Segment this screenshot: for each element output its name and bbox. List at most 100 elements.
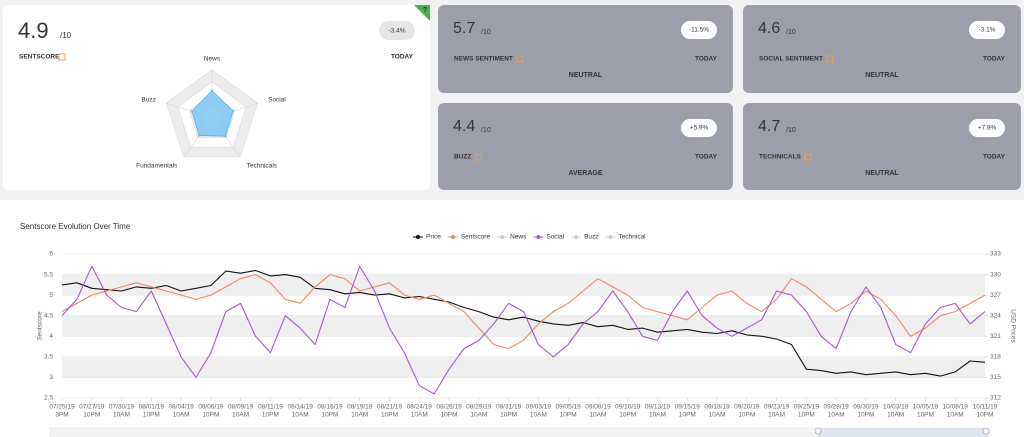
change-badge xyxy=(681,119,717,137)
card-rating: AVERAGE xyxy=(568,170,602,177)
category-card xyxy=(743,103,1021,190)
info-icon xyxy=(516,55,524,63)
y-axis-title: Sentscore xyxy=(37,311,44,341)
summary-score: 4.9 xyxy=(18,18,49,43)
x-tick-label: 08/11/19 xyxy=(258,404,283,411)
y-tick-label: 4.5 xyxy=(44,312,53,319)
card-rating: NEUTRAL xyxy=(865,170,899,177)
x-time-label: 10PM xyxy=(500,412,517,419)
x-time-label: 10AM xyxy=(113,412,130,419)
summary-label: SENTSCORE xyxy=(19,54,60,61)
help-corner xyxy=(414,5,430,21)
x-time-label: 10PM xyxy=(917,412,934,419)
legend-label[interactable]: Price xyxy=(426,234,441,241)
category-card xyxy=(438,5,733,93)
x-tick-label: 09/10/19 xyxy=(615,404,641,411)
x-time-label: 10AM xyxy=(589,412,606,419)
x-time-label: 10AM xyxy=(232,412,249,419)
y2-axis-title: USD Prices xyxy=(1009,309,1016,343)
info-icon xyxy=(58,53,66,61)
legend-label[interactable]: Technical xyxy=(619,234,647,241)
radar-point xyxy=(231,110,234,113)
info-icon xyxy=(826,55,834,63)
x-tick-label: 10/11/19 xyxy=(973,404,998,411)
card-label: TECHNICALS xyxy=(759,154,802,161)
radar-label: News xyxy=(204,56,221,63)
x-time-label: 10PM xyxy=(143,412,160,419)
radar-point xyxy=(224,135,227,138)
card-change: +5.9% xyxy=(690,125,709,132)
card-change: +7.9% xyxy=(978,125,997,132)
x-time-label: 10AM xyxy=(351,412,368,419)
x-tick-label: 09/08/19 xyxy=(585,404,611,411)
x-time-label: 10PM xyxy=(441,412,458,419)
legend-dot xyxy=(500,235,505,239)
y2-tick-label: 333 xyxy=(990,251,1001,258)
x-tick-label: 08/29/19 xyxy=(466,404,492,411)
x-tick-label: 08/16/19 xyxy=(317,404,343,411)
x-tick-label: 07/30/19 xyxy=(109,404,135,411)
x-tick-label: 10/03/19 xyxy=(883,404,909,411)
x-time-label: 10PM xyxy=(619,412,636,419)
grid-band xyxy=(62,274,985,296)
y-tick-label: 6 xyxy=(49,251,53,258)
legend-label[interactable]: News xyxy=(510,234,527,241)
card-rating: NEUTRAL xyxy=(569,72,603,79)
x-time-label: 10PM xyxy=(738,412,755,419)
x-time-label: 10PM xyxy=(321,412,338,419)
x-time-label: 10AM xyxy=(768,412,785,419)
y-tick-label: 5 xyxy=(49,292,53,299)
x-tick-label: 09/30/19 xyxy=(853,404,879,411)
help-mark[interactable]: ? xyxy=(423,7,427,14)
x-time-label: 10AM xyxy=(709,412,726,419)
x-tick-label: 08/31/19 xyxy=(496,404,522,411)
navigator-window xyxy=(818,428,988,437)
x-tick-label: 08/14/19 xyxy=(288,404,314,411)
card-change: -11.5% xyxy=(689,27,709,34)
x-tick-label: 08/01/19 xyxy=(139,404,165,411)
x-tick-label: 09/18/19 xyxy=(704,404,730,411)
summary-change: -3.4% xyxy=(389,28,406,35)
legend-label[interactable]: Sentscore xyxy=(461,234,491,241)
x-time-label: 10AM xyxy=(173,412,190,419)
series-line xyxy=(61,274,986,350)
legend-label[interactable]: Buzz xyxy=(584,234,598,241)
card-score: 4.7 xyxy=(758,118,780,135)
radar-label: Technicals xyxy=(247,162,278,169)
x-tick-label: 08/24/19 xyxy=(407,404,433,411)
y2-tick-label: 324 xyxy=(990,312,1001,319)
y2-tick-label: 318 xyxy=(990,354,1001,361)
change-badge xyxy=(969,119,1005,137)
legend-label[interactable]: Social xyxy=(546,234,564,241)
x-time-label: 10PM xyxy=(857,412,874,419)
card-period: TODAY xyxy=(695,56,718,63)
navigator xyxy=(49,427,991,437)
radar-point xyxy=(211,89,213,92)
y-tick-label: 3.5 xyxy=(44,354,53,361)
card-rating: NEUTRAL xyxy=(865,72,899,79)
change-badge xyxy=(379,21,415,40)
radar-area xyxy=(191,90,234,137)
y-tick-label: 4 xyxy=(49,333,53,340)
x-tick-label: 09/23/19 xyxy=(764,404,790,411)
card-period: TODAY xyxy=(983,56,1006,63)
navigator-handle[interactable] xyxy=(814,427,822,435)
card-out-of: /10 xyxy=(481,127,491,134)
x-tick-label: 08/06/19 xyxy=(198,404,224,411)
x-tick-label: 09/05/19 xyxy=(556,404,582,411)
radar-point xyxy=(198,134,201,137)
x-time-label: 10AM xyxy=(947,412,964,419)
card-score: 5.7 xyxy=(453,20,475,37)
summary-out-of: /10 xyxy=(60,31,72,40)
x-time-label: 10AM xyxy=(649,412,666,419)
x-tick-label: 07/25/19 xyxy=(49,404,75,411)
x-tick-label: 08/04/19 xyxy=(168,404,194,411)
x-time-label: 3PM xyxy=(55,412,68,419)
x-tick-label: 09/25/19 xyxy=(794,404,820,411)
grid-band xyxy=(62,356,985,378)
x-tick-label: 07/27/19 xyxy=(79,404,105,411)
y2-tick-label: 327 xyxy=(990,292,1001,299)
navigator-handle[interactable] xyxy=(982,427,990,435)
